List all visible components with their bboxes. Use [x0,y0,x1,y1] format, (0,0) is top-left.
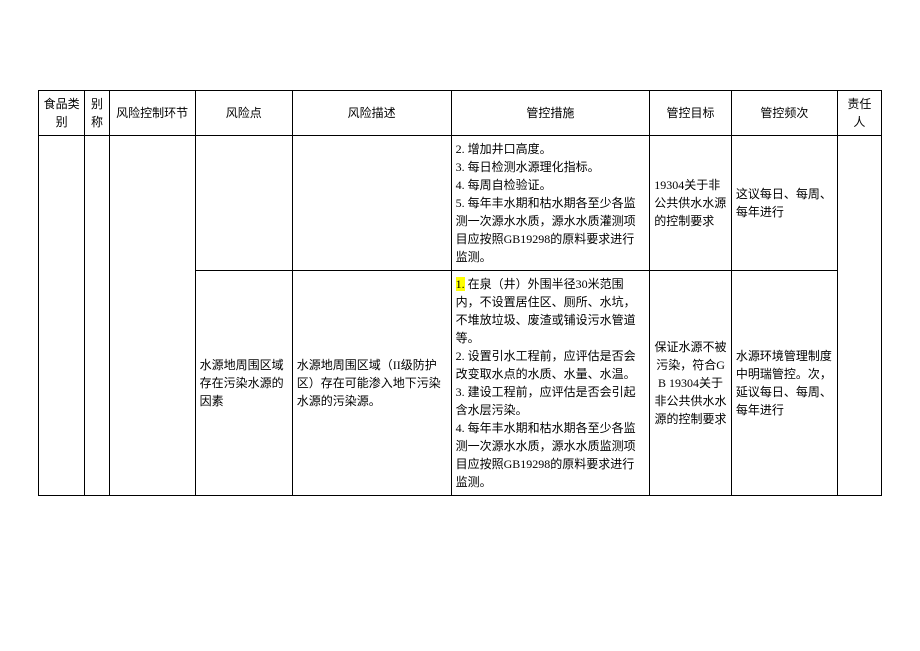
cell-food-category [39,136,85,496]
cell-target-2: 保证水源不被污染，符合GB 19304关于非公共供水水源的控制要求 [650,271,732,496]
cell-alias [85,136,109,496]
header-food-category: 食品类别 [39,91,85,136]
cell-control-link [109,136,195,496]
header-row: 食品类别 别称 风险控制环节 风险点 风险描述 管控措施 管控目标 管控频次 责… [39,91,882,136]
measure-line: 4. 每周自检验证。 [456,176,646,194]
cell-risk-desc-1 [292,136,451,271]
table-row: 2. 增加井口高度。 3. 每日检测水源理化指标。 4. 每周自检验证。 5. … [39,136,882,271]
measure-line: 2. 增加井口高度。 [456,140,646,158]
header-risk-point: 风险点 [195,91,292,136]
measure-text: 在泉（井）外围半径30米范围内，不设置居住区、厕所、水坑，不堆放垃圾、废渣或铺设… [456,277,636,345]
cell-risk-desc-2: 水源地周围区域（II级防护区）存在可能渗入地下污染水源的污染源。 [292,271,451,496]
header-target: 管控目标 [650,91,732,136]
highlight-marker: 1. [456,277,465,291]
measure-line: 2. 设置引水工程前，应评估是否会改变取水点的水质、水量、水温。 [456,347,646,383]
cell-measures-1: 2. 增加井口高度。 3. 每日检测水源理化指标。 4. 每周自检验证。 5. … [451,136,650,271]
header-alias: 别称 [85,91,109,136]
measure-line: 5. 每年丰水期和枯水期各至少各监测一次源水水质，源水水质灌测项目应按照GB19… [456,194,646,266]
header-risk-desc: 风险描述 [292,91,451,136]
measure-line: 3. 建设工程前，应评估是否会引起含水层污染。 [456,383,646,419]
measure-line: 3. 每日检测水源理化指标。 [456,158,646,176]
cell-risk-point-1 [195,136,292,271]
cell-target-1: 19304关于非公共供水水源的控制要求 [650,136,732,271]
measure-line: 4. 每年丰水期和枯水期各至少各监测一次源水水质，源水水质监测项目应按照GB19… [456,419,646,491]
header-responsible: 责任人 [837,91,881,136]
risk-table: 食品类别 别称 风险控制环节 风险点 风险描述 管控措施 管控目标 管控频次 责… [38,90,882,496]
header-measures: 管控措施 [451,91,650,136]
header-freq: 管控频次 [731,91,837,136]
cell-freq-1: 这议每日、每周、每年进行 [731,136,837,271]
page-wrapper: 食品类别 别称 风险控制环节 风险点 风险描述 管控措施 管控目标 管控频次 责… [0,0,920,516]
cell-freq-2: 水源环境管理制度中明瑞管控。次，延议每日、每周、每年进行 [731,271,837,496]
cell-risk-point-2: 水源地周围区域存在污染水源的因素 [195,271,292,496]
measure-line: 1. 在泉（井）外围半径30米范围内，不设置居住区、厕所、水坑，不堆放垃圾、废渣… [456,275,646,347]
cell-responsible [837,136,881,496]
header-control-link: 风险控制环节 [109,91,195,136]
cell-measures-2: 1. 在泉（井）外围半径30米范围内，不设置居住区、厕所、水坑，不堆放垃圾、废渣… [451,271,650,496]
